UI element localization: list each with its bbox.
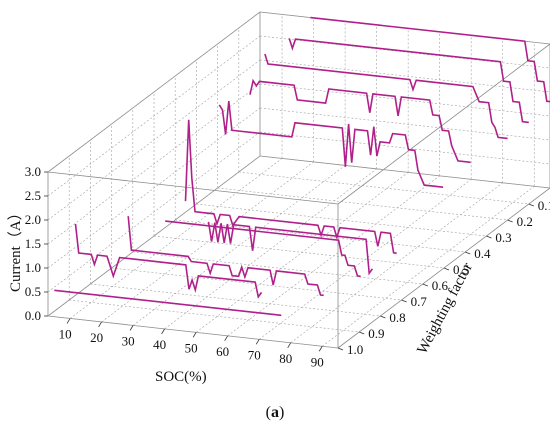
x-tick (255, 339, 260, 345)
x-tick-label: 70 (248, 347, 261, 362)
box-edge (337, 43, 550, 205)
y-tick-label: 0.2 (517, 214, 533, 229)
z-grid-line-left (47, 35, 261, 197)
y-tick-label: 1.0 (347, 342, 363, 357)
y-grid-line-floor (47, 315, 339, 349)
y-tick-label: 0.9 (368, 326, 384, 341)
series-line-w1 (54, 289, 282, 317)
series-line-w0-1 (288, 38, 529, 124)
y-tick-label: 0.1 (538, 198, 550, 213)
z-tick-label: 0.0 (25, 308, 41, 323)
z-grid-line-back (259, 155, 550, 189)
x-tick-label: 20 (90, 330, 103, 345)
z-tick-label: 0.5 (25, 284, 41, 299)
series-line-w0-6 (207, 221, 374, 276)
y-grid-line-floor (175, 219, 466, 253)
z-grid-line-left (47, 59, 261, 221)
y-grid-line-floor (132, 251, 423, 285)
x-tick (192, 332, 197, 338)
z-grid-line-back (259, 59, 550, 93)
x-tick (98, 321, 102, 328)
x-tick (318, 346, 323, 352)
series-line-w0-7 (165, 220, 361, 278)
x-tick-label: 60 (216, 344, 229, 359)
y-grid-line-floor (111, 267, 402, 301)
chart-grid (47, 11, 550, 349)
x-tick (287, 342, 292, 348)
series-line-w0 (310, 16, 550, 103)
z-grid-line-back (259, 83, 550, 117)
z-grid-line-back (259, 35, 550, 69)
series-line-w0-9 (74, 223, 263, 299)
y-grid-line-floor (90, 283, 381, 317)
y-tick (443, 267, 450, 271)
z-tick-label: 1.5 (25, 236, 41, 251)
y-tick-label: 0.3 (495, 230, 511, 245)
y-grid-line-floor (238, 171, 529, 205)
z-grid-line-left (47, 155, 261, 317)
z-tick-label: 2.0 (25, 212, 41, 227)
y-grid-line-floor (196, 203, 487, 237)
z-grid-line-back (259, 131, 550, 165)
z-tick-label: 2.5 (25, 188, 41, 203)
x-tick-label: 30 (122, 333, 135, 348)
y-tick (528, 203, 534, 207)
y-grid-line-floor (217, 187, 508, 221)
series-line-w0-4 (218, 101, 444, 188)
y-tick (465, 251, 471, 255)
z-grid-line-left (47, 83, 261, 245)
x-tick-label: 80 (279, 351, 292, 366)
x-tick (66, 318, 71, 324)
x-tick (161, 328, 165, 335)
x-tick-label: 40 (153, 337, 166, 352)
panel-label: (a) (265, 404, 285, 421)
series-line-w0-2 (264, 53, 508, 140)
y-tick (486, 235, 492, 239)
y-tick (359, 331, 365, 335)
y-tick (401, 299, 407, 303)
z-tick-label: 3.0 (25, 164, 41, 179)
y-tick-label: 0.7 (411, 294, 428, 309)
x-tick (129, 325, 134, 331)
x-tick-label: 50 (185, 340, 198, 355)
y-tick-label: 0.6 (432, 278, 449, 293)
y-tick (422, 283, 428, 287)
series-line-w0-8 (127, 216, 324, 297)
x-grid-line-floor (69, 158, 283, 319)
z-grid-line-back (259, 107, 550, 141)
z-tick-label: 1.0 (25, 260, 41, 275)
x-tick (224, 335, 229, 342)
x-axis-title: SOC(%) (155, 369, 207, 385)
x-tick-label: 10 (59, 326, 72, 341)
x-grid-line-floor (322, 186, 535, 347)
y-grid-line-floor (69, 299, 360, 333)
series-group (54, 16, 550, 317)
y-tick (380, 315, 386, 319)
y-tick-label: 0.4 (474, 246, 491, 261)
y-tick-label: 0.5 (453, 262, 469, 277)
z-grid-line-left (47, 131, 261, 293)
axis-ticks: 0.0 0.5 1.0 1.5 2.0 2.5 3.0 10 20 30 40 50 60 70 80 90 0… (25, 164, 550, 369)
z-grid-line-left (47, 11, 261, 173)
x-tick-label: 90 (311, 354, 324, 369)
y-grid-line-floor (153, 235, 445, 269)
z-axis-title: Current（A） (7, 205, 24, 292)
y-tick-label: 0.8 (389, 310, 405, 325)
y-tick (337, 347, 344, 351)
series-line-w0-5 (184, 119, 397, 254)
z-grid-line-left (47, 107, 261, 269)
series-line-w0-3 (249, 78, 471, 164)
y-tick (507, 219, 513, 223)
